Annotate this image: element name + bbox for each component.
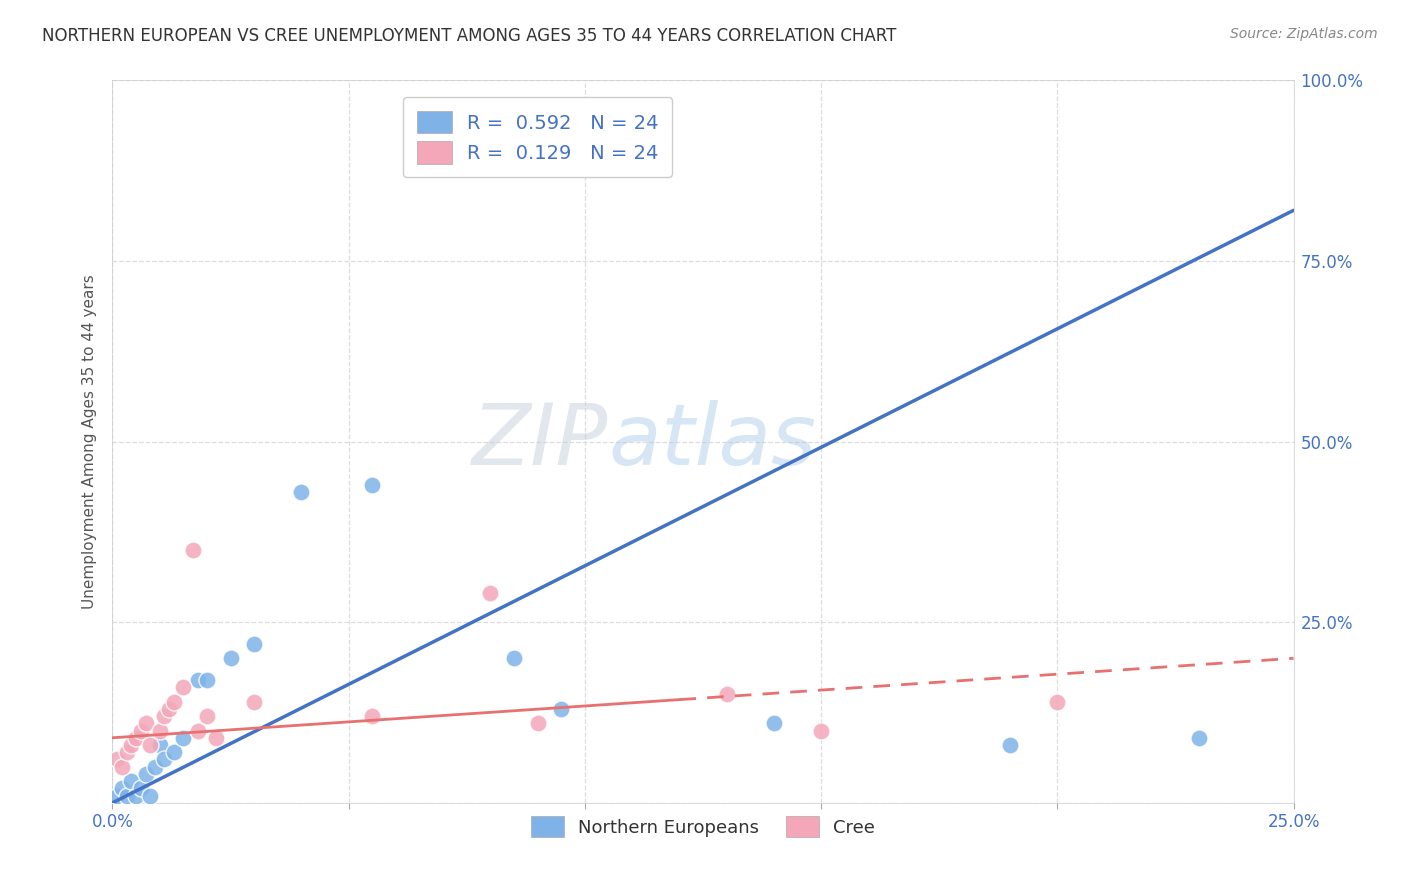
Point xyxy=(139,789,162,803)
Point xyxy=(163,695,186,709)
Point xyxy=(115,745,138,759)
Point xyxy=(1046,695,1069,709)
Point xyxy=(195,709,218,723)
Point xyxy=(195,673,218,687)
Text: NORTHERN EUROPEAN VS CREE UNEMPLOYMENT AMONG AGES 35 TO 44 YEARS CORRELATION CHA: NORTHERN EUROPEAN VS CREE UNEMPLOYMENT A… xyxy=(42,27,897,45)
Point xyxy=(125,789,148,803)
Point xyxy=(157,702,180,716)
Point xyxy=(172,731,194,745)
Point xyxy=(762,716,785,731)
Text: Source: ZipAtlas.com: Source: ZipAtlas.com xyxy=(1230,27,1378,41)
Point xyxy=(550,702,572,716)
Point xyxy=(143,760,166,774)
Point xyxy=(186,723,208,738)
Y-axis label: Unemployment Among Ages 35 to 44 years: Unemployment Among Ages 35 to 44 years xyxy=(82,274,97,609)
Point xyxy=(111,760,134,774)
Point xyxy=(163,745,186,759)
Point xyxy=(716,687,738,701)
Point xyxy=(105,752,128,766)
Point xyxy=(998,738,1021,752)
Point xyxy=(120,774,142,789)
Legend: Northern Europeans, Cree: Northern Europeans, Cree xyxy=(524,809,882,845)
Point xyxy=(186,673,208,687)
Point xyxy=(243,695,266,709)
Point xyxy=(1188,731,1211,745)
Point xyxy=(503,651,526,665)
Point xyxy=(243,637,266,651)
Point xyxy=(361,709,384,723)
Point xyxy=(526,716,548,731)
Point xyxy=(111,781,134,796)
Point xyxy=(479,586,502,600)
Text: atlas: atlas xyxy=(609,400,817,483)
Point xyxy=(115,789,138,803)
Point xyxy=(105,789,128,803)
Point xyxy=(153,709,176,723)
Text: ZIP: ZIP xyxy=(472,400,609,483)
Point xyxy=(810,723,832,738)
Point xyxy=(181,542,204,557)
Point xyxy=(125,731,148,745)
Point xyxy=(149,738,172,752)
Point xyxy=(129,723,152,738)
Point xyxy=(135,767,157,781)
Point xyxy=(219,651,242,665)
Point xyxy=(149,723,172,738)
Point xyxy=(205,731,228,745)
Point xyxy=(290,485,312,500)
Point xyxy=(361,478,384,492)
Point xyxy=(135,716,157,731)
Point xyxy=(139,738,162,752)
Point xyxy=(129,781,152,796)
Point xyxy=(120,738,142,752)
Point xyxy=(172,680,194,694)
Point xyxy=(153,752,176,766)
